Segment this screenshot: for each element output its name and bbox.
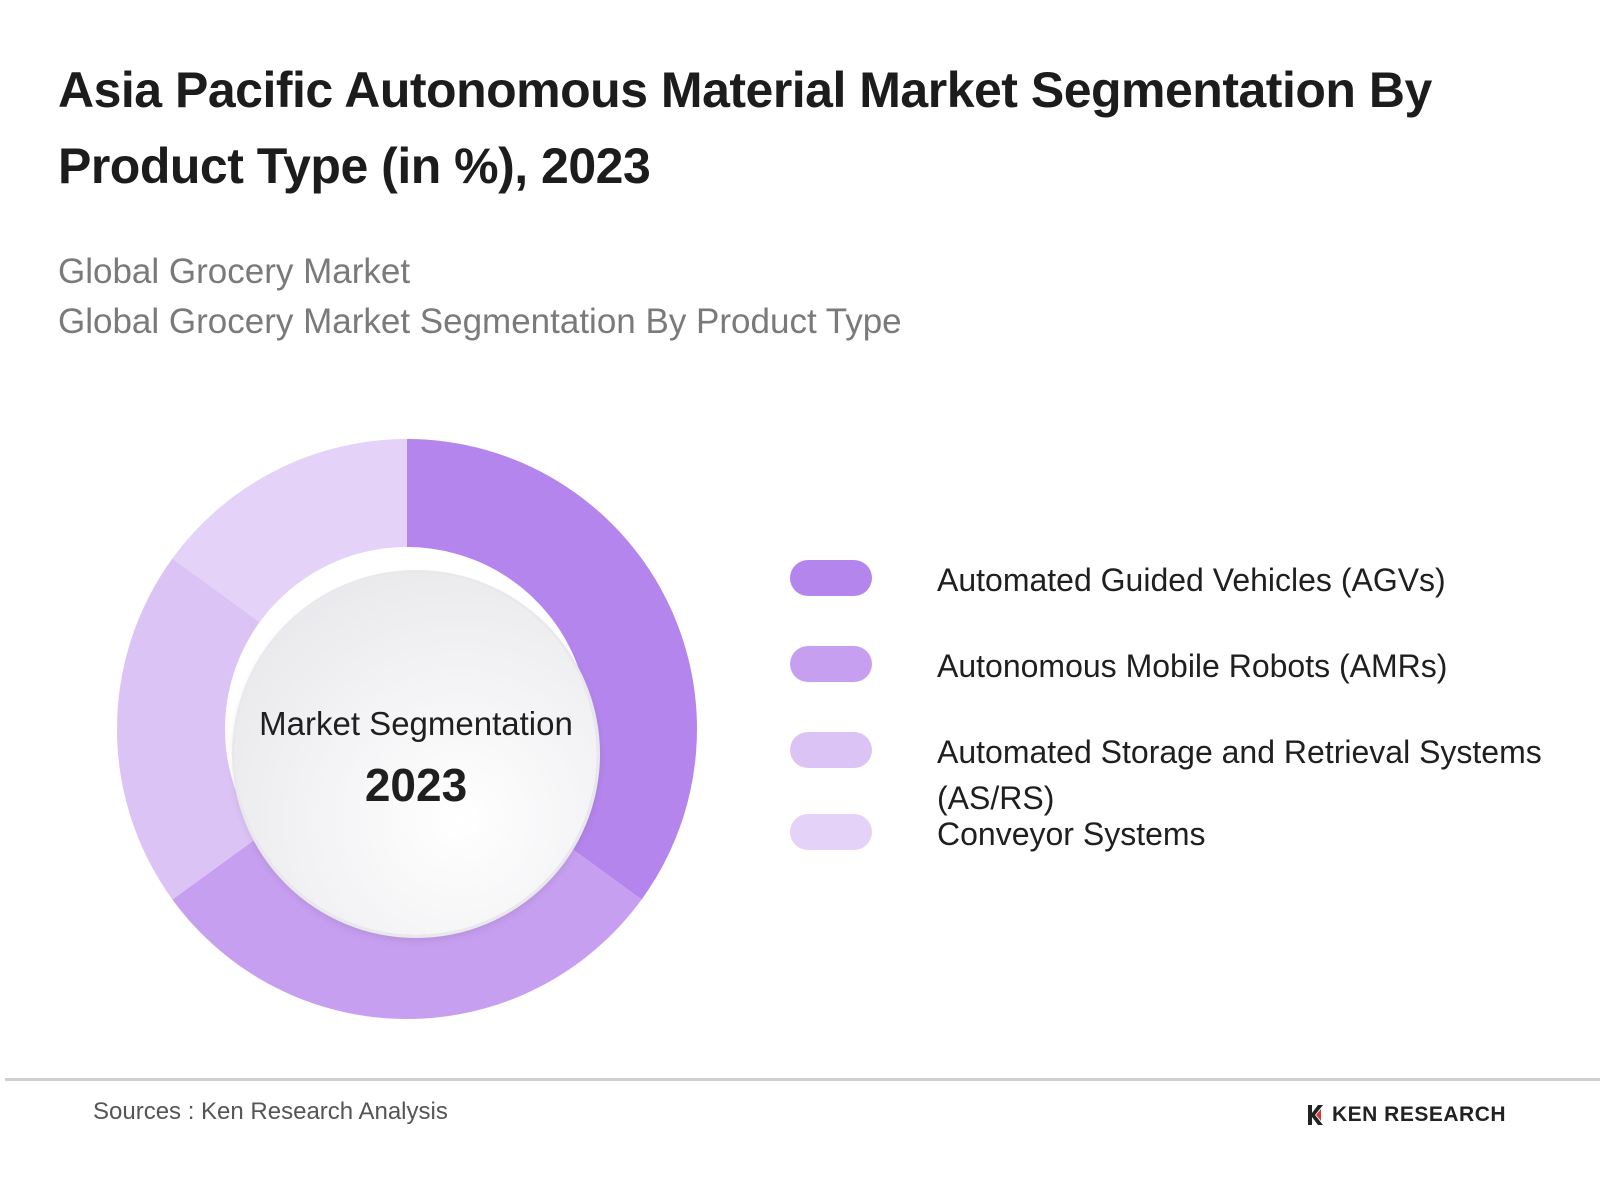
donut-slice-3 xyxy=(117,558,260,900)
donut-slice-1 xyxy=(407,439,697,900)
legend-swatch xyxy=(790,560,872,596)
subtitle-segmentation: Global Grocery Market Segmentation By Pr… xyxy=(58,302,902,341)
legend-label: Automated Guided Vehicles (AGVs) xyxy=(937,562,1446,598)
chart-title: Asia Pacific Autonomous Material Market … xyxy=(58,62,1432,194)
center-label: Market Segmentation xyxy=(259,705,573,742)
center-year: 2023 xyxy=(364,759,468,811)
sources-note: Sources : Ken Research Analysis xyxy=(93,1098,448,1125)
legend-label: Automated Storage and Retrieval Systems … xyxy=(937,734,1542,816)
legend-swatch xyxy=(790,814,872,850)
legend-swatch xyxy=(790,732,872,768)
legend-label: Autonomous Mobile Robots (AMRs) xyxy=(937,648,1448,684)
ken-research-logo-icon xyxy=(1306,1103,1326,1127)
footer-divider xyxy=(5,1078,1600,1081)
donut-center-disc xyxy=(235,573,597,935)
legend-label: Conveyor Systems xyxy=(937,816,1206,852)
brand-name: KEN RESEARCH xyxy=(1332,1103,1507,1126)
donut-slice-4 xyxy=(172,439,407,623)
brand-logo: KEN RESEARCH xyxy=(1306,1100,1506,1130)
legend-swatch xyxy=(790,646,872,682)
subtitle-market: Global Grocery Market xyxy=(58,252,411,291)
